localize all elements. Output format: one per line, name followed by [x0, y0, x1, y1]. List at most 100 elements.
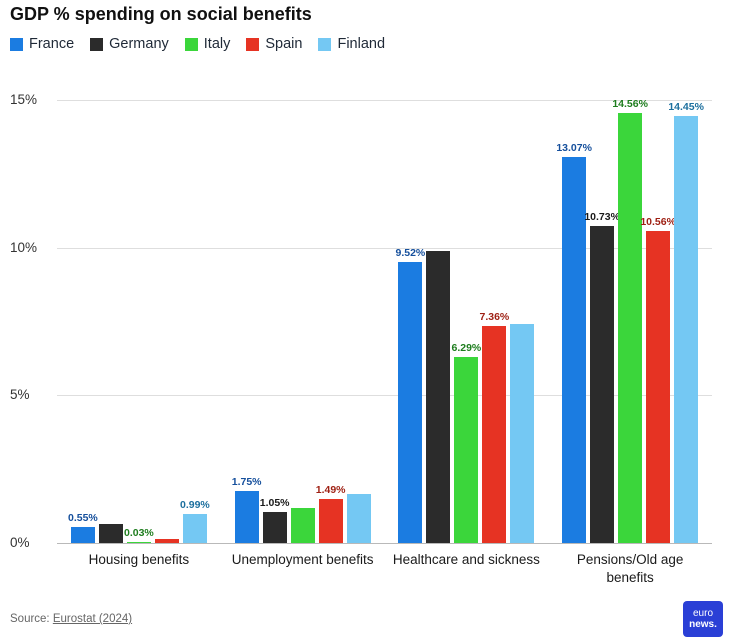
source-text: Source: Eurostat (2024)	[10, 613, 132, 625]
legend-label: Spain	[265, 36, 303, 52]
legend-swatch-italy	[184, 37, 198, 51]
bar[interactable]	[318, 499, 343, 543]
bar-value-label: 13.07%	[556, 142, 592, 154]
x-category-label: Healthcare and sickness	[385, 551, 549, 587]
x-category-text: Unemployment benefits	[231, 552, 374, 567]
euronews-logo: euro news.	[683, 601, 723, 637]
x-category-label: Unemployment benefits	[221, 551, 385, 587]
gridline	[57, 247, 712, 249]
legend-label: Italy	[203, 36, 231, 52]
bar[interactable]	[454, 357, 479, 543]
x-axis: Housing benefits Unemployment benefits Hea…	[57, 551, 712, 587]
bar-germany-1[interactable]: 1.05%	[259, 100, 290, 543]
bar[interactable]	[290, 507, 315, 543]
bar-finland-1[interactable]	[346, 100, 371, 543]
chart: 0% 5% 10% 15% 0.55% 0.03% 0.99% 1.75% 1.05% 1.49%…	[10, 88, 712, 608]
bar[interactable]	[646, 231, 671, 543]
legend-item-spain: Spain	[246, 36, 302, 52]
legend-swatch-finland	[318, 37, 332, 51]
x-category-text: Housing benefits	[88, 552, 190, 567]
bar-value-label: 1.05%	[259, 497, 290, 509]
bar[interactable]	[482, 325, 507, 543]
bar-value-label: 14.45%	[668, 101, 704, 114]
bar-value-label: 0.55%	[67, 511, 98, 524]
legend-label: Finland	[337, 36, 386, 52]
source-link[interactable]: Eurostat (2024)	[52, 613, 133, 625]
bar-germany-0[interactable]	[98, 100, 123, 543]
footer: Source: Eurostat (2024) euro news.	[10, 601, 723, 637]
logo-line2: news.	[689, 619, 717, 630]
bar-france-1[interactable]: 1.75%	[231, 100, 262, 543]
bar-finland-0[interactable]: 0.99%	[179, 100, 210, 543]
legend-item-finland: Finland	[318, 36, 385, 52]
bar-italy-1[interactable]	[290, 100, 315, 543]
bar[interactable]	[126, 542, 151, 543]
bar-france-2[interactable]: 9.52%	[395, 100, 426, 543]
bar-france-0[interactable]: 0.55%	[67, 100, 98, 543]
bar-value-label: 1.49%	[315, 484, 346, 496]
y-tick-label: 10%	[10, 239, 38, 255]
bar[interactable]	[182, 513, 207, 543]
bar[interactable]	[346, 494, 371, 543]
bar-group: 9.52% 6.29% 7.36%	[385, 100, 549, 543]
bar-value-label: 10.56%	[640, 216, 676, 229]
bar[interactable]	[154, 539, 179, 543]
bar[interactable]	[398, 261, 423, 543]
bar-value-label: 9.52%	[395, 246, 426, 259]
plot-area: 0.55% 0.03% 0.99% 1.75% 1.05% 1.49% 9.52% 6.29%…	[57, 98, 712, 543]
bar[interactable]	[98, 524, 123, 543]
y-tick-label: 15%	[10, 92, 38, 107]
x-category-label: Pensions/Old age benefits	[548, 551, 712, 587]
logo-line1: euro	[692, 607, 713, 619]
bar-value-label: 1.75%	[231, 476, 262, 489]
bar-group: 1.75% 1.05% 1.49%	[221, 100, 385, 543]
bar[interactable]	[562, 157, 587, 543]
x-category-text: Pensions/Old age benefits	[576, 552, 684, 586]
bar-value-label: 0.99%	[179, 498, 210, 511]
chart-title: GDP % spending on social benefits	[10, 4, 312, 24]
bar-value-label: 10.73%	[584, 211, 620, 224]
bar-group: 13.07% 10.73% 14.56% 10.56% 14.45%	[548, 98, 712, 543]
y-tick-label: 0%	[10, 535, 30, 550]
bar-italy-3[interactable]: 14.56%	[612, 98, 648, 543]
bar-value-label: 0.03%	[123, 527, 154, 540]
bar[interactable]	[426, 250, 451, 543]
bar-spain-3[interactable]: 10.56%	[640, 100, 676, 543]
bar-spain-0[interactable]	[154, 100, 179, 543]
bar[interactable]	[70, 526, 95, 543]
legend-item-italy: Italy	[184, 36, 231, 52]
source-prefix: Source:	[10, 613, 53, 625]
bar[interactable]	[510, 324, 535, 543]
x-category-text: Healthcare and sickness	[392, 552, 540, 567]
y-tick-label: 5%	[10, 387, 30, 403]
bar-italy-2[interactable]: 6.29%	[451, 100, 482, 543]
bar[interactable]	[618, 113, 643, 543]
legend-item-germany: Germany	[90, 36, 169, 52]
bar-value-label: 14.56%	[612, 98, 648, 110]
bar-spain-1[interactable]: 1.49%	[315, 100, 346, 543]
bar-italy-0[interactable]: 0.03%	[123, 100, 154, 543]
bar-finland-3[interactable]: 14.45%	[668, 100, 704, 543]
legend: France Germany Italy Spain Finland	[10, 36, 385, 52]
bar-value-label: 6.29%	[451, 342, 482, 355]
bar-spain-2[interactable]: 7.36%	[479, 100, 510, 543]
bar-germany-2[interactable]	[426, 100, 451, 543]
legend-swatch-france	[10, 37, 23, 51]
legend-label: Germany	[109, 36, 169, 52]
bar[interactable]	[262, 512, 287, 543]
bar-france-3[interactable]: 13.07%	[556, 100, 592, 543]
bar-value-label: 7.36%	[479, 310, 510, 323]
bar-group: 0.55% 0.03% 0.99%	[57, 100, 221, 543]
x-category-label: Housing benefits	[57, 551, 221, 587]
gridline	[57, 100, 712, 101]
bar[interactable]	[674, 116, 699, 543]
gridline	[57, 395, 712, 397]
legend-label: France	[29, 36, 75, 52]
bar[interactable]	[590, 226, 615, 543]
bar[interactable]	[234, 491, 259, 543]
legend-item-france: France	[10, 36, 74, 52]
bar-germany-3[interactable]: 10.73%	[584, 100, 620, 543]
legend-swatch-spain	[246, 37, 260, 51]
bar-finland-2[interactable]	[510, 100, 535, 543]
